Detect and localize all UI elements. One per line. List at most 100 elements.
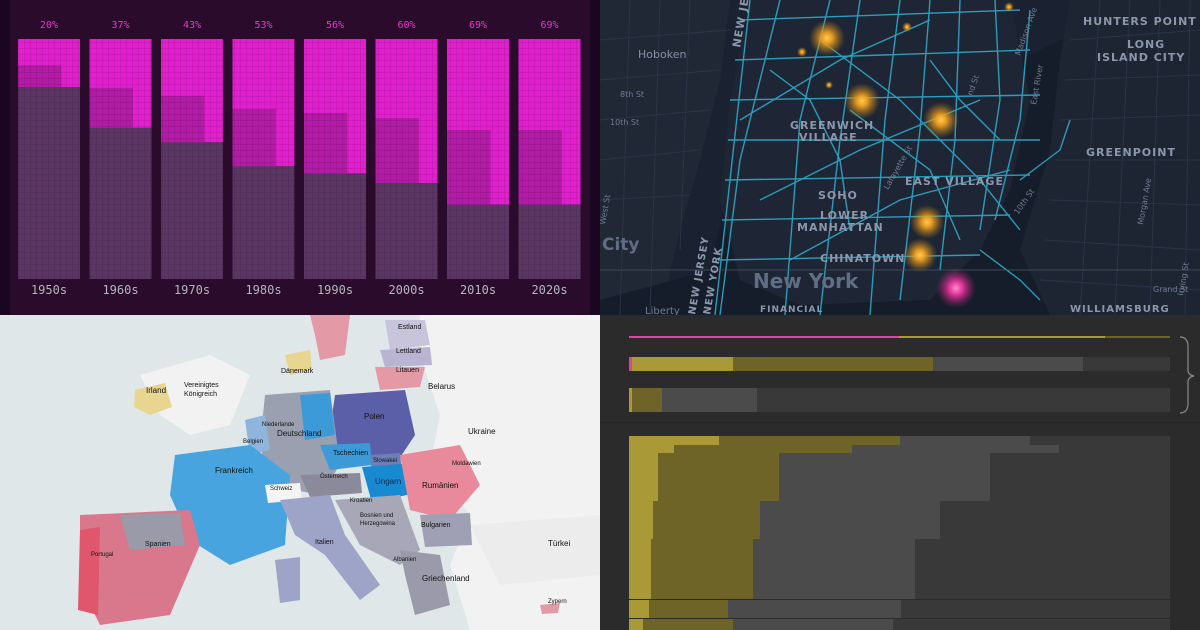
bar-value-label: 53% [254,20,272,31]
hotspot[interactable] [844,83,880,119]
manhattan-land [720,0,1030,305]
bar-grid [447,39,509,279]
label-8th-st: 8th St [620,90,644,99]
region-spain-north [120,513,185,550]
label-ukraine: Ukraine [468,427,496,436]
top-line-olive-dark [1105,336,1170,338]
europe-map: Irland Vereinigtes Königreich Dänemark E… [0,315,600,630]
bar-segment [933,357,1083,371]
bar-segment [629,436,719,445]
stacked-bars-chart [600,315,1200,630]
decade-label: 2020s [531,283,567,297]
hotspot[interactable] [923,102,959,138]
label-daenemark: Dänemark [281,368,314,375]
decade-label: 1960s [102,283,138,297]
region-bulgaria [420,513,472,547]
label-bulgarien: Bulgarien [421,522,451,529]
brooklyn-queens-land [1020,0,1200,315]
bar-segment [632,388,662,412]
bar-value-label: 56% [326,20,344,31]
label-bosnien-1: Bosnien und [360,513,393,519]
label-italien: Italien [315,539,334,546]
bar-value-label: 69% [540,20,558,31]
bar-segment [915,539,1170,599]
label-portugal: Portugal [91,552,113,558]
region-germany-east [300,393,335,440]
label-greenwich-2: VILLAGE [799,131,858,144]
label-tschechien: Tschechien [333,450,368,457]
bar-value-label: 20% [40,20,58,31]
bar-segment [733,619,893,630]
label-polen: Polen [364,412,384,421]
region-switzerland [265,483,302,503]
bar-grid [518,39,581,279]
bar-segment [852,445,1059,453]
decade-label: 1950s [31,283,67,297]
label-chinatown: CHINATOWN [820,252,905,265]
bar-segment [653,501,760,539]
bar-segment [1030,436,1170,445]
label-schweiz: Schweiz [270,486,292,492]
label-soho: SOHO [818,189,858,202]
label-albanien: Albanien [393,557,416,563]
nyc-map: Hoboken NEW JERSEY HUNTERS POINT LONG IS… [600,0,1200,315]
bar-segment [733,357,933,371]
hotspot-highlight[interactable] [936,268,976,308]
label-vk-1: Vereinigtes [184,382,219,389]
bar-value-label: 37% [111,20,129,31]
label-rumaenien: Rumänien [422,481,458,490]
label-grand-st: Grand St [1153,285,1188,294]
bar-segment [658,453,779,501]
label-frankreich: Frankreich [215,466,253,475]
hotspot[interactable] [902,22,912,32]
top-line-olive [899,336,1105,338]
hotspot[interactable] [797,47,807,57]
label-greenpoint: GREENPOINT [1086,146,1176,159]
bar-value-label: 60% [397,20,415,31]
label-griechenland: Griechenland [422,574,470,583]
label-east-village: EAST VILLAGE [905,175,1004,188]
hotspot[interactable] [825,81,833,89]
label-belarus: Belarus [428,382,455,391]
bar-value-label: 69% [469,20,487,31]
region-sardinia [275,557,300,603]
hotspot[interactable] [809,20,845,56]
bar-segment [779,453,990,501]
bar-segment [629,388,632,412]
bar-segment [753,539,915,599]
label-lower-1: LOWER [820,209,869,222]
bar-segment [757,388,1170,412]
route-network [714,0,1071,315]
label-deutschland: Deutschland [277,429,321,438]
label-litauen: Litauen [396,367,419,374]
hotspot[interactable] [910,205,944,239]
hotspot[interactable] [903,238,937,272]
bar-segment [1059,445,1170,453]
region-hungary [362,463,415,503]
region-ireland [134,383,172,415]
decade-label: 1970s [174,283,210,297]
label-niederlande: Niederlande [262,422,295,428]
new-jersey-land [600,0,730,315]
decades-chart-panel: 20% 1950s 37% 1960s 43% 1970s 53% 1980s 56% 1990s… [0,0,600,315]
bar-segment [629,539,651,599]
bar-segment [901,600,1170,618]
label-city: City [602,235,640,255]
region-cyprus [540,603,560,614]
bar-grid [89,39,152,279]
top-line-pink [629,336,899,338]
bar-segment [893,619,1170,630]
label-irland: Irland [146,386,166,395]
label-vk-2: Königreich [184,391,217,398]
bar-grid [161,39,223,279]
hotspot[interactable] [1004,2,1014,12]
label-hoboken: Hoboken [638,48,686,61]
region-estonia [385,320,430,350]
label-belgien: Belgien [243,439,263,445]
region-france [170,445,290,565]
label-zypern: Zypern [548,599,567,605]
region-benelux [245,415,270,455]
label-williamsburg: WILLIAMSBURG [1070,304,1170,315]
europe-map-panel: Irland Vereinigtes Königreich Dänemark E… [0,315,600,630]
bar-segment [728,600,901,618]
